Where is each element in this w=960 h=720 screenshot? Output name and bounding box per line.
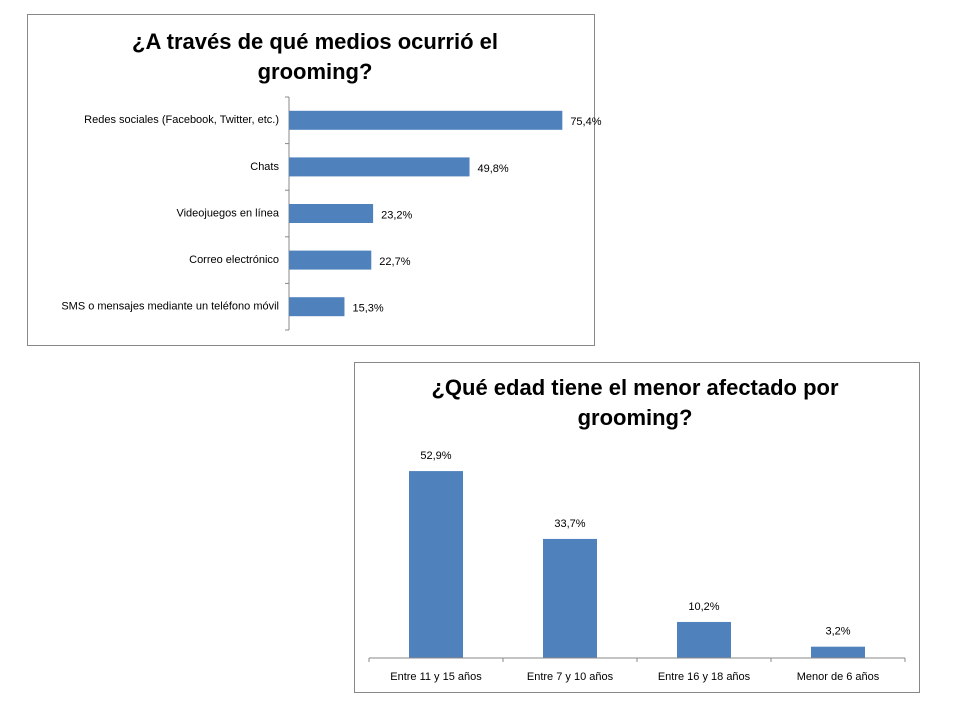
bar [289, 297, 345, 317]
value-label: 49,8% [478, 163, 509, 175]
chart-title: ¿A través de qué medios ocurrió el groom… [132, 29, 498, 84]
value-label: 22,7% [379, 256, 410, 268]
bar [289, 204, 374, 223]
value-label: 33,7% [554, 518, 585, 530]
bar [811, 646, 865, 658]
value-label: 15,3% [352, 303, 383, 315]
category-label: Correo electrónico [189, 254, 279, 266]
bar [543, 538, 597, 658]
value-label: 3,2% [825, 626, 850, 638]
value-label: 52,9% [420, 450, 451, 462]
category-label: Redes sociales (Facebook, Twitter, etc.) [84, 114, 279, 126]
bar [677, 621, 731, 658]
bar [289, 250, 372, 270]
category-label: Entre 7 y 10 años [527, 671, 614, 683]
category-label: Entre 11 y 15 años [390, 671, 482, 683]
value-label: 75,4% [570, 116, 601, 128]
bar [409, 471, 463, 658]
value-label: 10,2% [688, 601, 719, 613]
bar [289, 110, 563, 130]
chart-frame [27, 14, 595, 346]
category-label: Videojuegos en línea [176, 207, 279, 219]
bar [289, 157, 470, 177]
category-label: Chats [250, 161, 279, 173]
category-label: SMS o mensajes mediante un teléfono móvi… [61, 301, 279, 313]
category-label: Entre 16 y 18 años [658, 671, 751, 683]
value-label: 23,2% [381, 209, 412, 221]
category-label: Menor de 6 años [797, 671, 880, 683]
chart-title: ¿Qué edad tiene el menor afectado por gr… [431, 375, 839, 430]
